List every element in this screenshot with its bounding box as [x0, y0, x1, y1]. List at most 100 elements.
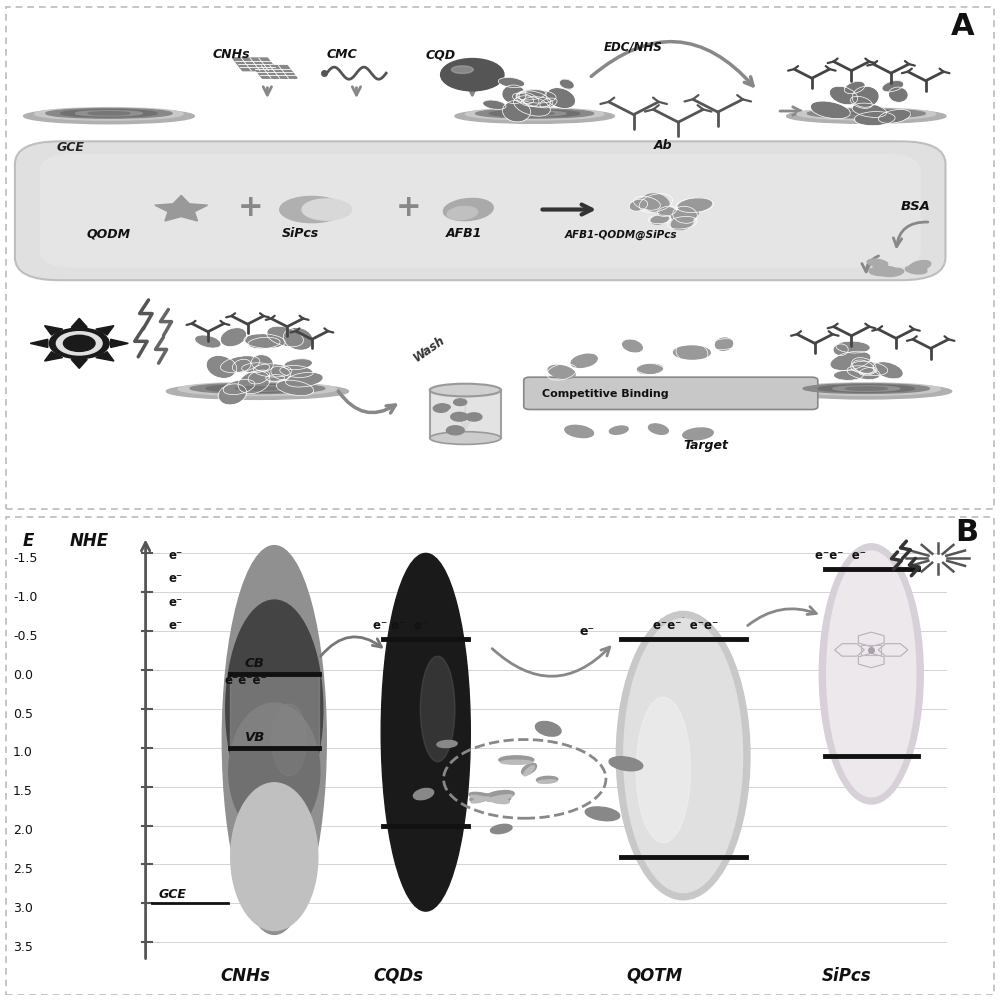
Ellipse shape: [513, 94, 533, 103]
Text: 1.0: 1.0: [13, 746, 33, 759]
Text: 2.0: 2.0: [13, 824, 33, 837]
Ellipse shape: [488, 792, 511, 803]
Text: SiPcs: SiPcs: [282, 227, 319, 240]
Ellipse shape: [229, 703, 320, 839]
Ellipse shape: [819, 544, 923, 804]
Text: AFB1-QODM@SiPcs: AFB1-QODM@SiPcs: [564, 229, 677, 240]
Text: SiPcs: SiPcs: [822, 967, 871, 985]
Ellipse shape: [852, 362, 886, 375]
Ellipse shape: [849, 367, 879, 379]
Text: QODM: QODM: [86, 227, 130, 240]
Ellipse shape: [503, 86, 524, 103]
Ellipse shape: [88, 112, 130, 115]
Circle shape: [466, 413, 482, 421]
Ellipse shape: [812, 102, 848, 118]
Ellipse shape: [490, 110, 580, 117]
Text: 0.0: 0.0: [13, 669, 33, 682]
Ellipse shape: [278, 381, 312, 395]
Polygon shape: [233, 58, 277, 71]
Circle shape: [433, 404, 449, 412]
Polygon shape: [45, 352, 63, 361]
Ellipse shape: [847, 112, 886, 115]
Circle shape: [441, 59, 504, 91]
Ellipse shape: [683, 428, 713, 440]
Ellipse shape: [285, 328, 312, 349]
Ellipse shape: [834, 344, 847, 355]
Ellipse shape: [437, 740, 457, 748]
Ellipse shape: [465, 108, 604, 120]
Ellipse shape: [909, 261, 931, 271]
Circle shape: [49, 328, 109, 359]
Text: Competitive Binding: Competitive Binding: [542, 389, 668, 399]
Ellipse shape: [272, 367, 289, 379]
Ellipse shape: [671, 216, 693, 230]
Text: e⁻e⁻  e⁻e⁻: e⁻e⁻ e⁻e⁻: [653, 619, 719, 632]
Ellipse shape: [524, 766, 534, 776]
Ellipse shape: [226, 600, 323, 818]
Ellipse shape: [302, 199, 352, 220]
Ellipse shape: [585, 807, 620, 821]
Bar: [230, 674, 319, 748]
Ellipse shape: [61, 110, 157, 117]
Ellipse shape: [630, 200, 647, 210]
Ellipse shape: [833, 386, 900, 391]
Ellipse shape: [499, 756, 534, 764]
Ellipse shape: [538, 780, 557, 783]
Ellipse shape: [420, 656, 455, 762]
Ellipse shape: [905, 266, 927, 274]
Ellipse shape: [504, 101, 529, 121]
Polygon shape: [155, 195, 208, 221]
Ellipse shape: [443, 198, 493, 221]
Text: Wash: Wash: [411, 333, 447, 364]
Ellipse shape: [571, 354, 597, 367]
Text: 3.0: 3.0: [13, 902, 33, 915]
Ellipse shape: [222, 386, 293, 391]
Ellipse shape: [883, 81, 903, 91]
Ellipse shape: [674, 346, 710, 359]
Ellipse shape: [792, 383, 941, 395]
Circle shape: [446, 426, 464, 435]
Ellipse shape: [221, 329, 246, 346]
Ellipse shape: [220, 385, 245, 404]
Ellipse shape: [875, 363, 902, 378]
Polygon shape: [71, 359, 87, 368]
Ellipse shape: [285, 359, 311, 369]
Polygon shape: [96, 352, 114, 361]
Text: AFB1: AFB1: [446, 227, 482, 240]
Ellipse shape: [430, 384, 501, 396]
Ellipse shape: [515, 112, 554, 115]
Ellipse shape: [519, 91, 554, 102]
Ellipse shape: [535, 721, 561, 736]
Polygon shape: [96, 326, 114, 335]
Ellipse shape: [616, 611, 750, 900]
Ellipse shape: [648, 424, 668, 434]
Ellipse shape: [609, 757, 643, 771]
Text: e⁻: e⁻: [579, 625, 594, 638]
Text: e⁻: e⁻: [168, 619, 183, 632]
Ellipse shape: [222, 546, 326, 934]
Ellipse shape: [246, 335, 284, 347]
Text: e⁻e⁻  e⁻: e⁻e⁻ e⁻: [815, 549, 866, 562]
Ellipse shape: [831, 352, 870, 370]
Text: Target: Target: [683, 439, 728, 452]
Ellipse shape: [166, 383, 349, 399]
Text: NHE: NHE: [69, 532, 108, 550]
Ellipse shape: [560, 80, 573, 89]
Ellipse shape: [280, 196, 344, 223]
Ellipse shape: [222, 357, 258, 372]
Ellipse shape: [233, 360, 250, 372]
Ellipse shape: [636, 697, 691, 843]
Text: -1.0: -1.0: [13, 591, 37, 604]
Ellipse shape: [678, 198, 711, 212]
Ellipse shape: [846, 387, 887, 390]
Ellipse shape: [524, 97, 552, 107]
Text: EDC/NHS: EDC/NHS: [604, 40, 663, 53]
Ellipse shape: [249, 338, 279, 348]
Ellipse shape: [491, 824, 512, 834]
Text: 2.5: 2.5: [13, 863, 33, 876]
Ellipse shape: [854, 104, 885, 117]
Polygon shape: [252, 66, 297, 78]
Circle shape: [435, 404, 449, 411]
Ellipse shape: [240, 372, 268, 393]
Ellipse shape: [521, 92, 549, 106]
